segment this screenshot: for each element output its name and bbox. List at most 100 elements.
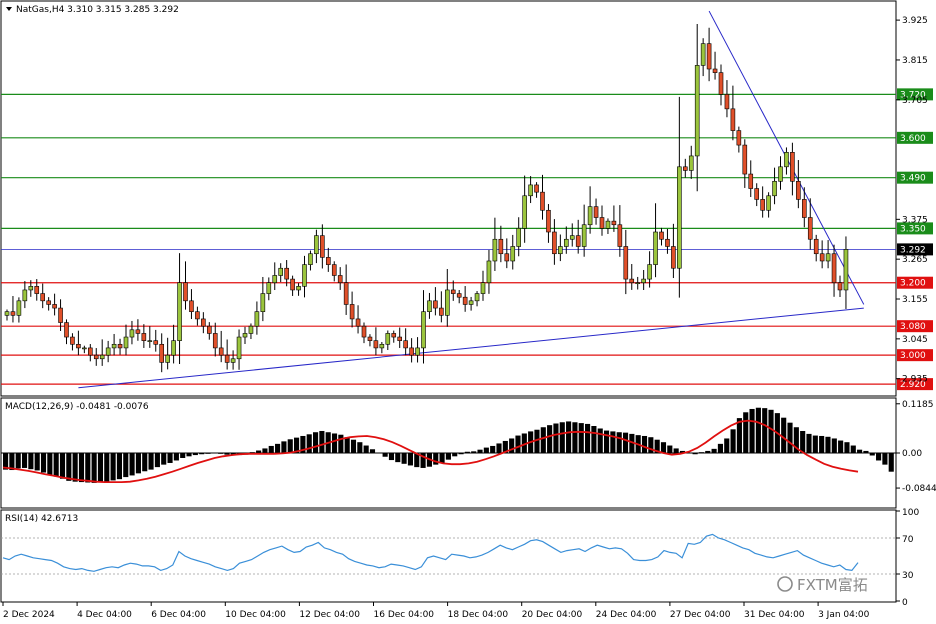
candle-body[interactable]: [201, 318, 206, 327]
candle-body[interactable]: [635, 282, 641, 285]
candle-body[interactable]: [22, 289, 28, 302]
candle-body[interactable]: [766, 195, 771, 211]
candle-body[interactable]: [212, 333, 218, 349]
candle-body[interactable]: [230, 358, 236, 363]
candle-body[interactable]: [236, 336, 242, 360]
candle-body[interactable]: [415, 347, 420, 356]
candle-body[interactable]: [135, 329, 141, 334]
candle-body[interactable]: [117, 343, 123, 349]
candle-body[interactable]: [611, 220, 617, 226]
candle-body[interactable]: [361, 325, 367, 338]
candle-body[interactable]: [355, 318, 361, 327]
candle-body[interactable]: [129, 329, 135, 338]
candle-body[interactable]: [272, 275, 278, 284]
candle-body[interactable]: [522, 195, 527, 229]
candle-body[interactable]: [730, 108, 736, 131]
candle-body[interactable]: [796, 180, 801, 200]
candle-body[interactable]: [677, 166, 682, 269]
dropdown-triangle-icon[interactable]: [6, 7, 12, 11]
candle-body[interactable]: [397, 336, 403, 341]
candle-body[interactable]: [82, 347, 87, 350]
candle-body[interactable]: [736, 130, 742, 146]
candle-body[interactable]: [260, 293, 266, 312]
candle-body[interactable]: [439, 307, 444, 316]
candle-body[interactable]: [504, 253, 510, 262]
candle-body[interactable]: [207, 325, 212, 334]
candle-body[interactable]: [40, 293, 46, 302]
candle-body[interactable]: [52, 304, 57, 309]
candle-body[interactable]: [248, 325, 254, 334]
candle-body[interactable]: [367, 336, 373, 341]
candle-body[interactable]: [373, 340, 379, 349]
candle-body[interactable]: [111, 343, 117, 349]
candle-body[interactable]: [516, 228, 522, 247]
candle-body[interactable]: [278, 267, 284, 276]
candle-body[interactable]: [563, 238, 569, 247]
candle-body[interactable]: [433, 300, 438, 309]
candle-body[interactable]: [474, 293, 480, 302]
candle-body[interactable]: [4, 311, 10, 316]
candle-body[interactable]: [706, 43, 712, 70]
candle-body[interactable]: [617, 224, 623, 247]
candle-body[interactable]: [528, 184, 533, 197]
candle-body[interactable]: [302, 264, 307, 287]
candle-body[interactable]: [385, 333, 391, 345]
candle-body[interactable]: [379, 343, 385, 349]
candle-body[interactable]: [819, 253, 825, 262]
candle-body[interactable]: [712, 68, 718, 73]
candle-body[interactable]: [421, 311, 426, 349]
candle-body[interactable]: [807, 217, 813, 240]
candle-body[interactable]: [778, 166, 783, 182]
candle-body[interactable]: [801, 199, 807, 218]
candle-body[interactable]: [581, 224, 587, 247]
candle-body[interactable]: [754, 188, 760, 200]
candle-body[interactable]: [337, 275, 343, 284]
candle-body[interactable]: [141, 333, 147, 341]
candle-body[interactable]: [224, 354, 230, 363]
candle-body[interactable]: [492, 238, 498, 262]
candle-body[interactable]: [540, 191, 545, 211]
candle-body[interactable]: [790, 152, 795, 182]
candle-body[interactable]: [653, 231, 658, 265]
candle-body[interactable]: [242, 333, 248, 338]
candle-body[interactable]: [575, 235, 581, 247]
candle-body[interactable]: [629, 278, 635, 284]
candle-body[interactable]: [99, 354, 105, 360]
candle-body[interactable]: [409, 347, 414, 356]
candle-body[interactable]: [16, 300, 22, 316]
candle-body[interactable]: [599, 217, 605, 229]
candle-body[interactable]: [147, 340, 153, 342]
candle-body[interactable]: [296, 286, 301, 291]
candle-body[interactable]: [266, 282, 272, 294]
candle-body[interactable]: [456, 293, 462, 298]
candle-body[interactable]: [171, 340, 176, 356]
candle-body[interactable]: [552, 231, 557, 255]
candle-body[interactable]: [831, 253, 837, 284]
candle-body[interactable]: [183, 282, 188, 302]
candle-body[interactable]: [718, 72, 724, 95]
candle-body[interactable]: [427, 300, 432, 312]
candle-body[interactable]: [623, 246, 629, 280]
candle-body[interactable]: [314, 235, 319, 255]
candle-body[interactable]: [825, 253, 831, 262]
candle-body[interactable]: [88, 347, 93, 356]
candle-body[interactable]: [290, 278, 295, 291]
candle-body[interactable]: [772, 180, 777, 197]
candle-body[interactable]: [153, 340, 159, 345]
candle-body[interactable]: [123, 336, 129, 349]
candle-body[interactable]: [218, 347, 224, 356]
candle-body[interactable]: [724, 94, 730, 110]
candle-body[interactable]: [105, 347, 111, 356]
candle-body[interactable]: [546, 209, 551, 233]
candle-body[interactable]: [254, 311, 260, 327]
price-pane[interactable]: [0, 0, 897, 397]
candle-body[interactable]: [28, 286, 34, 291]
candle-body[interactable]: [320, 235, 325, 258]
candle-body[interactable]: [34, 286, 40, 294]
candle-body[interactable]: [331, 264, 337, 276]
candle-body[interactable]: [189, 300, 194, 312]
candle-body[interactable]: [760, 199, 765, 211]
candle-body[interactable]: [343, 282, 349, 305]
candle-body[interactable]: [784, 152, 789, 168]
